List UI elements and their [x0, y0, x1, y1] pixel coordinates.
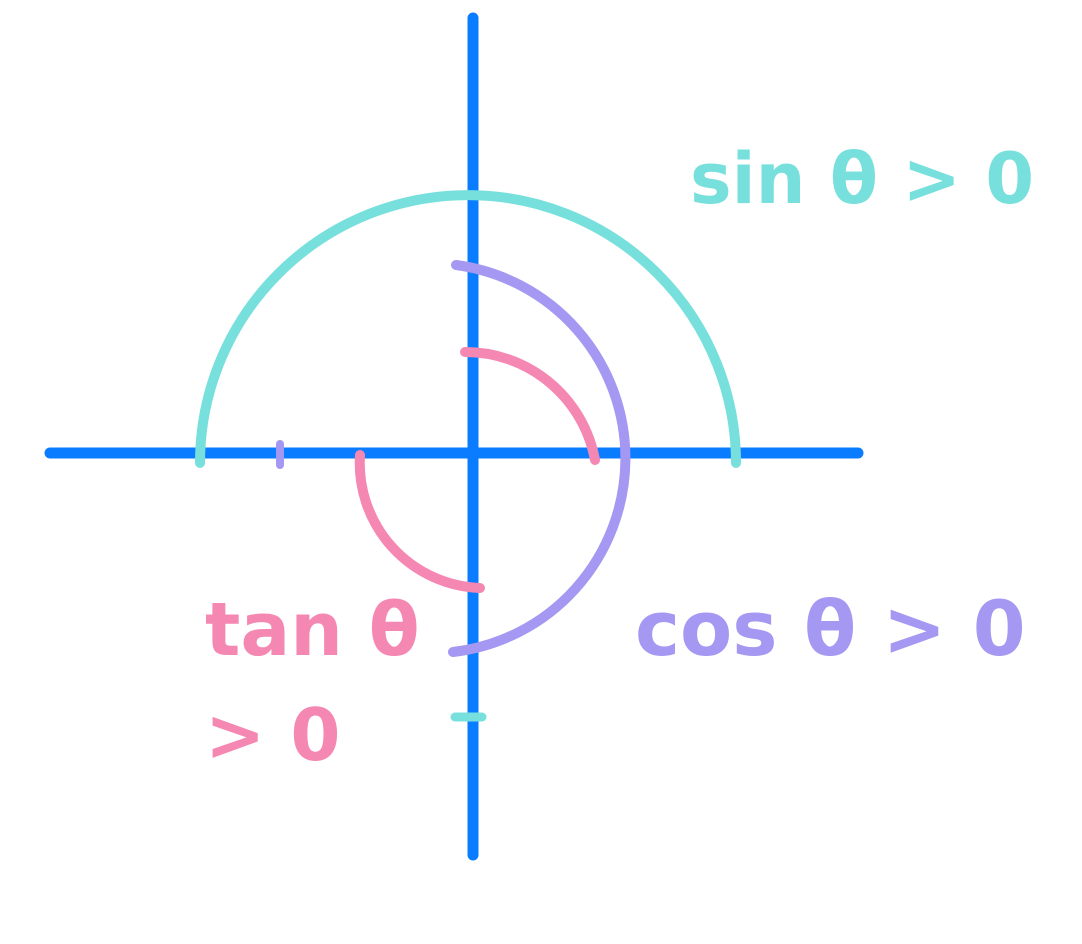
tan-positive-arc-quadrant-3: [354, 450, 485, 593]
cos-positive-arc: [448, 260, 631, 657]
tan-positive-label-line-1: tan θ: [205, 587, 420, 673]
sin-positive-label: sin θ > 0: [690, 138, 1034, 220]
cos-positive-label: cos θ > 0: [635, 584, 1026, 673]
tan-positive-arc-quadrant-1: [460, 346, 600, 465]
sin-positive-arc: [195, 190, 741, 468]
tan-positive-label-line-2: > 0: [205, 693, 341, 777]
